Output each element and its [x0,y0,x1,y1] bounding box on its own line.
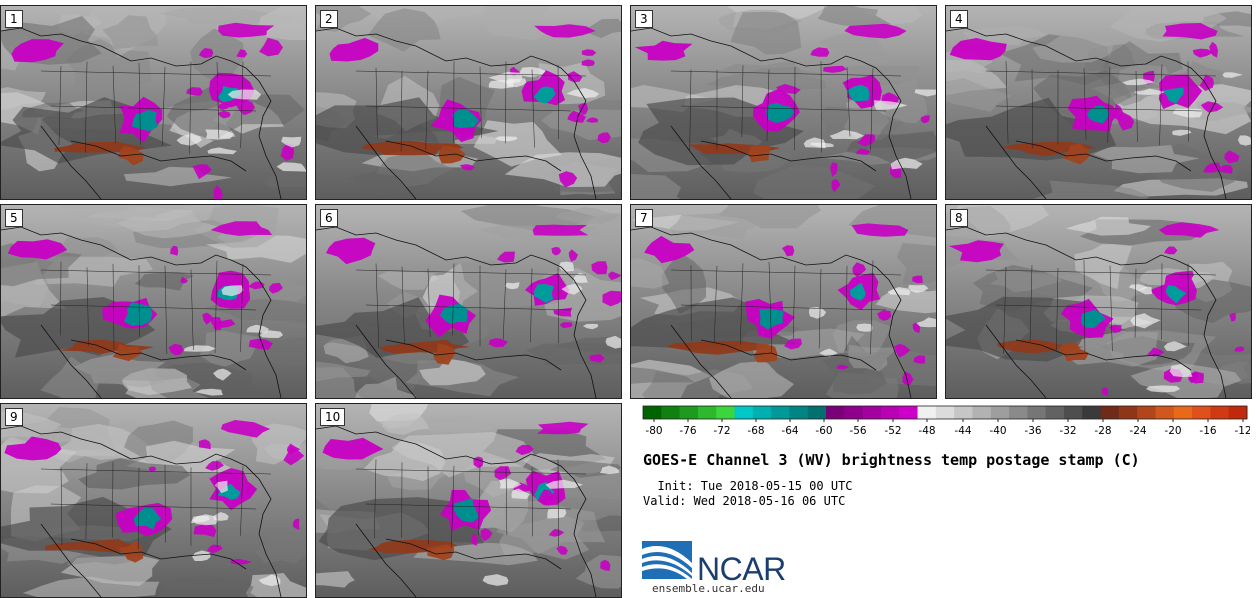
colorbar-tick-label: -44 [954,425,971,437]
colorbar-tick-label: -24 [1129,425,1146,437]
colorbar-swatch [899,406,919,419]
map-panel-7: 7 [630,204,937,399]
panel-number: 7 [635,209,653,227]
map-panel-1: 1 [0,5,307,200]
colorbar-swatch [917,406,937,419]
colorbar-tick-label: -56 [849,425,866,437]
colorbar-tick-label: -20 [1164,425,1181,437]
colorbar-tick-label: -52 [884,425,901,437]
wv-map [1,205,306,398]
panel-number: 9 [5,408,23,426]
colorbar-swatch [771,406,790,419]
wv-map [946,6,1251,199]
wv-map [946,205,1251,398]
valid-time: Valid: Wed 2018-05-16 06 UTC [643,494,846,508]
colorbar: -80 -76 -72 -68 -64 -60 -56 -52 -48 -44 -40 -36 -32 -… [642,405,1250,437]
colorbar-swatch [661,406,681,419]
time-info: Init: Tue 2018-05-15 00 UTC Valid: Wed 2… [643,479,853,509]
colorbar-tick-label: -12 [1234,425,1250,437]
panel-number: 3 [635,10,653,28]
colorbar-swatch [972,406,992,419]
site-url[interactable]: ensemble.ucar.edu [652,582,765,595]
colorbar-swatch [807,406,827,419]
map-panel-2: 2 [315,5,622,200]
colorbar-swatch [679,406,699,419]
panel-number: 10 [320,408,346,426]
wv-map [316,404,621,597]
colorbar-swatch [1063,406,1083,419]
colorbar-tick-label: -40 [989,425,1006,437]
colorbar-swatch [752,406,772,419]
init-time: Init: Tue 2018-05-15 00 UTC [643,479,853,493]
colorbar-swatch [697,406,717,419]
wv-map [316,205,621,398]
colorbar-tick-label: -68 [747,425,764,437]
map-panel-9: 9 [0,403,307,598]
wv-map [316,6,621,199]
colorbar-tick-label: -60 [815,425,832,437]
colorbar-swatch [1009,406,1028,419]
colorbar-swatch [1027,406,1047,419]
colorbar-swatch [990,406,1010,419]
colorbar-tick-label: -72 [713,425,730,437]
colorbar-swatch [1100,406,1120,419]
colorbar-swatch [1228,406,1248,419]
wv-map [1,404,306,597]
colorbar-swatch [1210,406,1230,419]
map-panel-4: 4 [945,5,1252,200]
wv-map [631,6,936,199]
colorbar-swatch [862,406,882,419]
colorbar-tick-label: -36 [1024,425,1041,437]
panel-number: 5 [5,209,23,227]
colorbar-swatch [734,406,754,419]
panel-number: 1 [5,10,23,28]
colorbar-tick-label: -64 [781,425,798,437]
colorbar-tick-label: -32 [1059,425,1076,437]
colorbar-swatch [826,406,845,419]
colorbar-swatch [789,406,809,419]
panel-number: 2 [320,10,338,28]
map-panel-8: 8 [945,204,1252,399]
colorbar-legend: -80 -76 -72 -68 -64 -60 -56 -52 -48 -44 -40 -36 -32 -… [642,405,1250,439]
wv-map [631,205,936,398]
panel-number: 8 [950,209,968,227]
ncar-logo-icon [642,541,692,579]
panel-number: 4 [950,10,968,28]
colorbar-swatch [716,406,736,419]
colorbar-swatch [880,406,900,419]
colorbar-swatch [643,406,662,419]
colorbar-tick-label: -28 [1094,425,1111,437]
colorbar-tick-label: -48 [918,425,935,437]
colorbar-swatch [1045,406,1065,419]
colorbar-swatch [954,406,973,419]
colorbar-tick-label: -80 [645,425,662,437]
colorbar-swatch [1137,406,1156,419]
colorbar-swatch [1173,406,1193,419]
colorbar-swatch [935,406,955,419]
figure-title: GOES-E Channel 3 (WV) brightness temp po… [643,451,1140,469]
colorbar-tick-label: -16 [1199,425,1216,437]
colorbar-tick-label: -76 [679,425,696,437]
wv-map [1,6,306,199]
colorbar-swatch [1082,406,1102,419]
panel-number: 6 [320,209,338,227]
colorbar-swatch [1118,406,1138,419]
colorbar-swatch [844,406,864,419]
ncar-logo-text: NCAR [697,551,786,587]
map-panel-10: 10 [315,403,622,598]
map-panel-6: 6 [315,204,622,399]
colorbar-swatch [1192,406,1211,419]
map-panel-5: 5 [0,204,307,399]
colorbar-swatch [1155,406,1175,419]
map-panel-3: 3 [630,5,937,200]
